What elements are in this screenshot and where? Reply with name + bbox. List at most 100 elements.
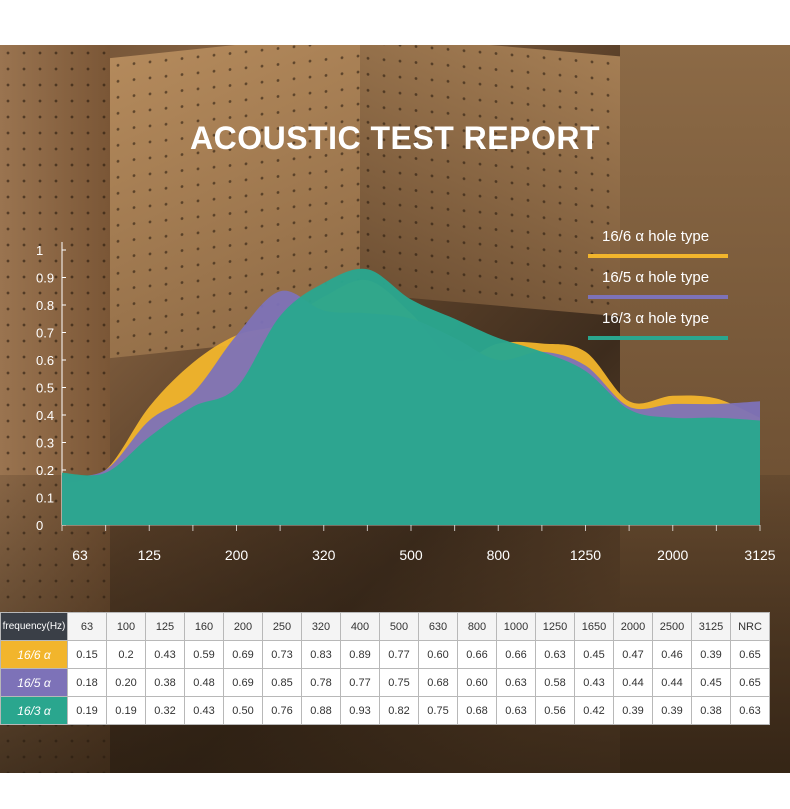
table-cell: 0.73 xyxy=(262,640,302,669)
table-row: 16/6 α 0.15 0.2 0.43 0.59 0.69 0.73 0.83 0.89 0.7… xyxy=(0,640,770,669)
table-row: 16/5 α 0.18 0.20 0.38 0.48 0.69 0.85 0.78 0.77 0.… xyxy=(0,668,770,697)
table-header-label: frequency(Hz) xyxy=(0,612,68,641)
table-cell: 0.88 xyxy=(301,696,341,725)
table-cell: 0.63 xyxy=(535,640,575,669)
table-cell: 0.39 xyxy=(613,696,653,725)
table-header-cell: 250 xyxy=(262,612,302,641)
table-cell: 0.43 xyxy=(184,696,224,725)
table-header-cell: 320 xyxy=(301,612,341,641)
table-cell: 0.60 xyxy=(418,640,458,669)
table-header-cell: 3125 xyxy=(691,612,731,641)
table-cell: 0.15 xyxy=(67,640,107,669)
y-tick-label: 0.1 xyxy=(36,491,54,506)
x-tick-label: 3125 xyxy=(744,547,775,563)
table-cell: 0.42 xyxy=(574,696,614,725)
table-cell: 0.38 xyxy=(691,696,731,725)
table-cell: 0.58 xyxy=(535,668,575,697)
table-cell: 0.63 xyxy=(496,668,536,697)
table-cell: 0.44 xyxy=(652,668,692,697)
table-header-cell: 200 xyxy=(223,612,263,641)
table-cell: 0.19 xyxy=(106,696,146,725)
table-cell: 0.2 xyxy=(106,640,146,669)
table-header-cell: 2000 xyxy=(613,612,653,641)
table-cell: 0.75 xyxy=(418,696,458,725)
legend-16-3-label: 16/3 α hole type xyxy=(602,310,710,327)
x-tick-label: 500 xyxy=(399,547,423,563)
table-header-cell: NRC xyxy=(730,612,770,641)
table-cell: 0.18 xyxy=(67,668,107,697)
table-cell: 0.65 xyxy=(730,668,770,697)
table-cell: 0.59 xyxy=(184,640,224,669)
table-cell: 0.47 xyxy=(613,640,653,669)
table-cell: 0.69 xyxy=(223,640,263,669)
table-cell: 0.77 xyxy=(340,668,380,697)
table-cell: 0.48 xyxy=(184,668,224,697)
y-tick-label: 1 xyxy=(36,243,43,258)
y-tick-label: 0 xyxy=(36,518,43,533)
table-cell: 0.68 xyxy=(457,696,497,725)
y-tick-label: 0.9 xyxy=(36,271,54,286)
y-tick-label: 0.7 xyxy=(36,326,54,341)
table-cell: 0.66 xyxy=(496,640,536,669)
table-cell: 0.43 xyxy=(145,640,185,669)
chart-title: ACOUSTIC TEST REPORT xyxy=(189,120,600,156)
x-tick-label: 200 xyxy=(225,547,249,563)
table-cell: 0.78 xyxy=(301,668,341,697)
table-cell: 0.43 xyxy=(574,668,614,697)
legend-16-3-swatch xyxy=(588,336,728,340)
table-row-label: 16/5 α xyxy=(0,668,68,697)
y-tick-label: 0.8 xyxy=(36,298,54,313)
table-cell: 0.82 xyxy=(379,696,419,725)
table-cell: 0.20 xyxy=(106,668,146,697)
legend-16-5-label: 16/5 α hole type xyxy=(602,269,710,286)
table-header-cell: 1650 xyxy=(574,612,614,641)
x-tick-label: 2000 xyxy=(657,547,688,563)
area-16-3 xyxy=(62,268,760,525)
absorption-table: frequency(Hz) 63 100 125 160 200 250 320 400 500 6… xyxy=(0,612,770,725)
x-axis: 63 125 200 320 500 800 1250 2000 3125 xyxy=(61,524,776,563)
table-cell: 0.83 xyxy=(301,640,341,669)
table-cell: 0.39 xyxy=(691,640,731,669)
table-header-cell: 100 xyxy=(106,612,146,641)
table-cell: 0.77 xyxy=(379,640,419,669)
x-tick-label: 125 xyxy=(138,547,162,563)
table-cell: 0.89 xyxy=(340,640,380,669)
table-header-cell: 630 xyxy=(418,612,458,641)
x-tick-label: 800 xyxy=(487,547,511,563)
table-header-cell: 2500 xyxy=(652,612,692,641)
table-cell: 0.45 xyxy=(574,640,614,669)
y-tick-label: 0.4 xyxy=(36,408,54,423)
y-axis: 1 0.9 0.8 0.7 0.6 0.5 0.4 0.3 0.2 0.1 0 xyxy=(36,242,66,533)
table-header-cell: 400 xyxy=(340,612,380,641)
table-cell: 0.60 xyxy=(457,668,497,697)
table-cell: 0.63 xyxy=(496,696,536,725)
table-header-row: frequency(Hz) 63 100 125 160 200 250 320 400 500 6… xyxy=(0,612,770,641)
table-cell: 0.93 xyxy=(340,696,380,725)
table-cell: 0.45 xyxy=(691,668,731,697)
table-cell: 0.66 xyxy=(457,640,497,669)
table-header-cell: 1000 xyxy=(496,612,536,641)
table-header-cell: 63 xyxy=(67,612,107,641)
table-cell: 0.68 xyxy=(418,668,458,697)
y-tick-label: 0.6 xyxy=(36,353,54,368)
series-areas xyxy=(62,268,760,525)
table-cell: 0.32 xyxy=(145,696,185,725)
table-cell: 0.44 xyxy=(613,668,653,697)
absorption-chart: 1 0.9 0.8 0.7 0.6 0.5 0.4 0.3 0.2 0.1 0 63 125 200 32… xyxy=(36,242,776,563)
x-tick-label: 320 xyxy=(312,547,336,563)
x-tick-label: 63 xyxy=(72,547,88,563)
y-tick-label: 0.5 xyxy=(36,381,54,396)
table-cell: 0.46 xyxy=(652,640,692,669)
x-tick-label: 1250 xyxy=(570,547,601,563)
table-cell: 0.85 xyxy=(262,668,302,697)
table-header-cell: 160 xyxy=(184,612,224,641)
table-header-cell: 800 xyxy=(457,612,497,641)
y-tick-label: 0.2 xyxy=(36,463,54,478)
legend-16-5-swatch xyxy=(588,295,728,299)
table-cell: 0.65 xyxy=(730,640,770,669)
table-row-label: 16/6 α xyxy=(0,640,68,669)
table-cell: 0.50 xyxy=(223,696,263,725)
table-header-cell: 1250 xyxy=(535,612,575,641)
table-cell: 0.39 xyxy=(652,696,692,725)
table-cell: 0.75 xyxy=(379,668,419,697)
